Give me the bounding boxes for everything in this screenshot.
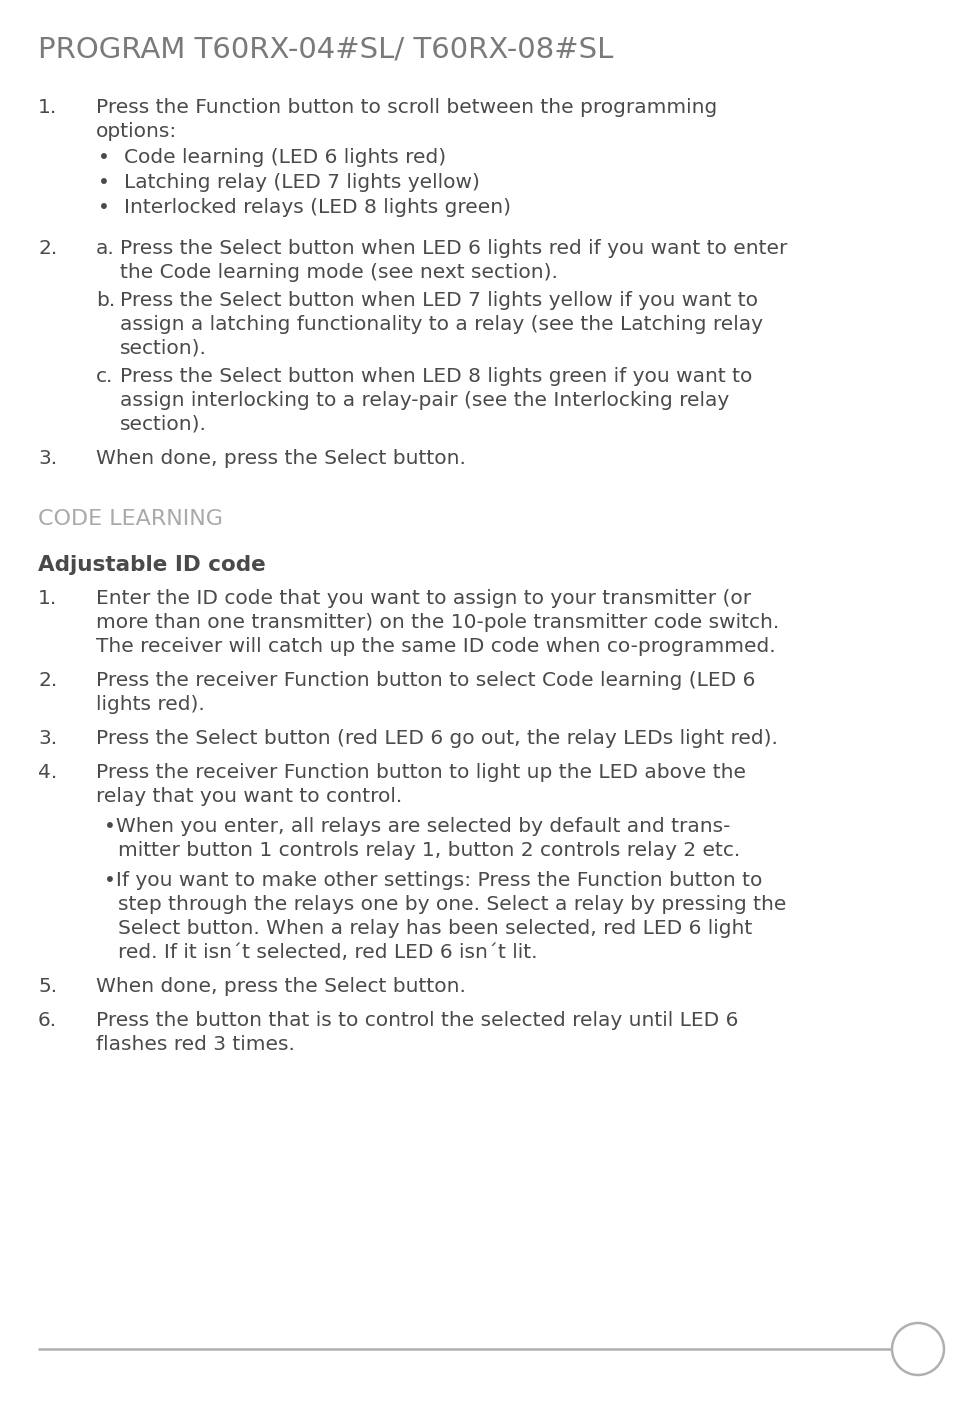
Text: the Code learning mode (see next section).: the Code learning mode (see next section… [120, 263, 558, 282]
Text: 3.: 3. [38, 448, 58, 468]
Text: Press the Select button (red LED 6 go out, the relay LEDs light red).: Press the Select button (red LED 6 go ou… [96, 729, 778, 748]
Text: Press the Select button when LED 8 lights green if you want to: Press the Select button when LED 8 light… [120, 367, 753, 387]
Text: 1.: 1. [38, 98, 58, 118]
Text: section).: section). [120, 339, 206, 359]
Text: options:: options: [96, 122, 178, 142]
Text: Press the button that is to control the selected relay until LED 6: Press the button that is to control the … [96, 1012, 738, 1030]
Text: •: • [98, 172, 109, 192]
Text: Latching relay (LED 7 lights yellow): Latching relay (LED 7 lights yellow) [124, 172, 480, 192]
Text: c.: c. [96, 367, 113, 387]
Text: •When you enter, all relays are selected by default and trans-: •When you enter, all relays are selected… [104, 817, 731, 836]
Text: a.: a. [96, 240, 115, 258]
Text: step through the relays one by one. Select a relay by pressing the: step through the relays one by one. Sele… [118, 895, 786, 913]
Text: assign interlocking to a relay-pair (see the Interlocking relay: assign interlocking to a relay-pair (see… [120, 391, 730, 410]
Text: Press the Select button when LED 6 lights red if you want to enter: Press the Select button when LED 6 light… [120, 240, 787, 258]
Text: lights red).: lights red). [96, 695, 204, 715]
Text: The receiver will catch up the same ID code when co-programmed.: The receiver will catch up the same ID c… [96, 637, 776, 656]
Text: •: • [98, 198, 109, 217]
Text: Code learning (LED 6 lights red): Code learning (LED 6 lights red) [124, 149, 446, 167]
Text: CODE LEARNING: CODE LEARNING [38, 509, 223, 530]
Text: 5.: 5. [38, 976, 58, 996]
Text: •If you want to make other settings: Press the Function button to: •If you want to make other settings: Pre… [104, 871, 762, 890]
Text: 1.: 1. [38, 588, 58, 608]
Text: Press the receiver Function button to select Code learning (LED 6: Press the receiver Function button to se… [96, 671, 756, 691]
Text: Enter the ID code that you want to assign to your transmitter (or: Enter the ID code that you want to assig… [96, 588, 751, 608]
Text: 3.: 3. [38, 729, 58, 748]
Text: Press the Function button to scroll between the programming: Press the Function button to scroll betw… [96, 98, 717, 118]
Text: b.: b. [96, 291, 115, 310]
Text: 2.: 2. [38, 671, 58, 691]
Text: Select button. When a relay has been selected, red LED 6 light: Select button. When a relay has been sel… [118, 919, 753, 939]
Text: •: • [98, 149, 109, 167]
Text: section).: section). [120, 415, 206, 434]
Text: Press the Select button when LED 7 lights yellow if you want to: Press the Select button when LED 7 light… [120, 291, 758, 310]
Text: relay that you want to control.: relay that you want to control. [96, 787, 402, 806]
Text: 4.: 4. [38, 764, 58, 782]
Circle shape [892, 1323, 944, 1374]
Text: When done, press the Select button.: When done, press the Select button. [96, 448, 466, 468]
Text: PROGRAM T60RX-04#SL/ T60RX-08#SL: PROGRAM T60RX-04#SL/ T60RX-08#SL [38, 36, 613, 64]
Text: Interlocked relays (LED 8 lights green): Interlocked relays (LED 8 lights green) [124, 198, 511, 217]
Text: mitter button 1 controls relay 1, button 2 controls relay 2 etc.: mitter button 1 controls relay 1, button… [118, 841, 740, 860]
Text: more than one transmitter) on the 10-pole transmitter code switch.: more than one transmitter) on the 10-pol… [96, 614, 780, 632]
Text: 13: 13 [904, 1339, 932, 1359]
Text: When done, press the Select button.: When done, press the Select button. [96, 976, 466, 996]
Text: Adjustable ID code: Adjustable ID code [38, 555, 266, 574]
Text: Press the receiver Function button to light up the LED above the: Press the receiver Function button to li… [96, 764, 746, 782]
Text: red. If it isn´t selected, red LED 6 isn´t lit.: red. If it isn´t selected, red LED 6 isn… [118, 943, 538, 962]
Text: assign a latching functionality to a relay (see the Latching relay: assign a latching functionality to a rel… [120, 315, 763, 333]
Text: 6.: 6. [38, 1012, 58, 1030]
Text: 2.: 2. [38, 240, 58, 258]
Text: flashes red 3 times.: flashes red 3 times. [96, 1035, 295, 1054]
